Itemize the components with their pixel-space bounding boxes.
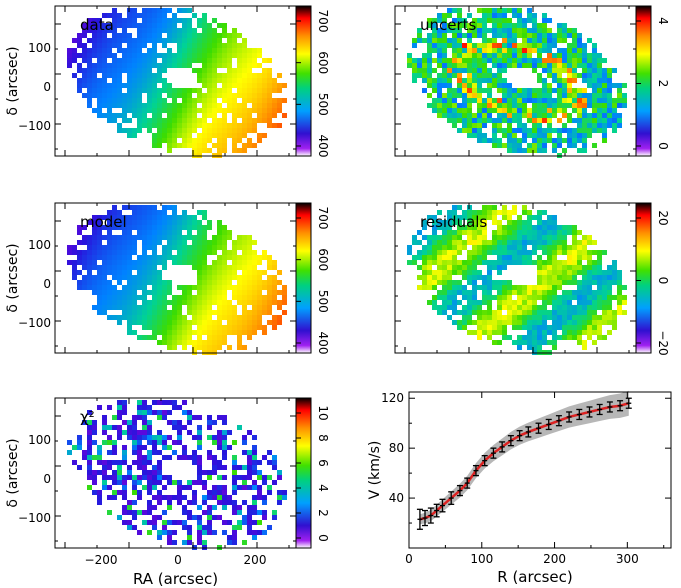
data-point <box>490 447 497 459</box>
chi2-cbar-tick: 2 <box>316 509 330 517</box>
chi2-cbar-tick: 0 <box>316 534 330 542</box>
data-point <box>427 507 434 524</box>
y-tick-label: 40 <box>389 491 404 505</box>
chi2-cbar-tick: 4 <box>316 484 330 492</box>
data-point <box>525 426 532 438</box>
model-cbar-tick: 600 <box>316 248 330 271</box>
data-point <box>545 418 552 431</box>
chi2-ytick: 0 <box>43 472 51 486</box>
data-point <box>535 422 542 434</box>
rotation-curve-chart: 0 100 200 300 40 80 120 R (arcsec) V (km/s) <box>367 390 672 586</box>
chi2-cbar-tick: 8 <box>316 434 330 442</box>
data-point <box>596 403 603 416</box>
data-ylabel: δ (arcsec) <box>5 46 21 115</box>
chi2-ytick: −100 <box>18 511 51 525</box>
data-point <box>456 484 463 497</box>
model-cbar-tick: 700 <box>316 207 330 230</box>
data-point <box>472 464 479 477</box>
data-point <box>555 415 562 427</box>
map-xlabel: RA (arcsec) <box>133 570 218 588</box>
data-point <box>499 441 506 453</box>
model-ylabel: δ (arcsec) <box>5 243 21 312</box>
data-label: data <box>80 16 114 34</box>
model-label: model <box>80 213 127 231</box>
panel-data: data 400 500 600 700 100 0 −100 δ (arcsec) <box>5 5 330 158</box>
data-point <box>439 498 446 513</box>
data-point <box>617 400 624 412</box>
data-ytick: −100 <box>18 119 51 133</box>
model-cbar-tick: 400 <box>316 332 330 355</box>
chi2-xtick: 200 <box>244 553 267 567</box>
data-colorbar <box>295 5 312 157</box>
data-point <box>464 477 471 489</box>
x-tick-label: 100 <box>470 552 493 566</box>
model-cbar-tick: 500 <box>316 290 330 313</box>
uncerts-ticks <box>395 6 636 156</box>
model-map <box>67 205 287 355</box>
data-point <box>576 408 583 421</box>
y-tick-label: 80 <box>389 441 404 455</box>
chi2-cbar-tick: 10 <box>316 405 330 420</box>
residuals-cbar-tick: 20 <box>656 210 670 225</box>
x-tick-label: 200 <box>543 552 566 566</box>
chi2-map <box>67 400 287 550</box>
model-ytick: 100 <box>28 238 51 252</box>
chi2-ylabel: δ (arcsec) <box>5 438 21 507</box>
data-point <box>566 411 573 423</box>
chi2-xtick: −200 <box>85 553 118 567</box>
uncerts-map <box>407 8 627 158</box>
uncerts-cbar-tick: 4 <box>656 17 670 25</box>
residuals-map <box>407 205 627 355</box>
uncertainty-band <box>419 390 629 525</box>
data-point <box>586 406 593 418</box>
x-tick-label: 0 <box>405 552 413 566</box>
uncerts-colorbar <box>635 5 652 157</box>
y-tick-label: 120 <box>381 391 404 405</box>
data-ytick: 0 <box>43 80 51 94</box>
data-ticks <box>55 6 296 156</box>
residuals-label: residuals <box>420 213 487 231</box>
model-colorbar <box>295 202 312 354</box>
chart-ylabel: V (km/s) <box>367 441 383 500</box>
uncerts-cbar-tick: 2 <box>656 80 670 88</box>
uncerts-label: uncerts <box>420 16 477 34</box>
data-point <box>416 508 423 530</box>
chart-xlabel: R (arcsec) <box>497 568 572 586</box>
data-point <box>625 397 632 409</box>
data-cbar-tick: 700 <box>316 10 330 33</box>
data-point <box>606 401 613 413</box>
chart-frame <box>408 391 672 549</box>
data-point <box>481 454 488 467</box>
data-point <box>507 435 514 447</box>
data-point <box>433 503 440 518</box>
uncerts-cbar-tick: 0 <box>656 142 670 150</box>
model-ytick: 0 <box>43 277 51 291</box>
data-cbar-tick: 400 <box>316 135 330 158</box>
data-point <box>448 491 455 505</box>
chi2-colorbar <box>295 397 312 549</box>
chi2-ytick: 100 <box>28 433 51 447</box>
data-cbar-tick: 500 <box>316 93 330 116</box>
residuals-colorbar <box>635 202 652 354</box>
data-cbar-tick: 600 <box>316 51 330 74</box>
data-point <box>516 430 523 442</box>
panel-uncerts: uncerts 0 2 4 <box>394 5 670 158</box>
chi2-cbar-tick: 6 <box>316 459 330 467</box>
data-ytick: 100 <box>28 41 51 55</box>
panel-residuals: residuals −20 0 20 <box>394 202 670 356</box>
x-tick-label: 300 <box>616 552 639 566</box>
chi2-label: χ² <box>80 408 95 426</box>
residuals-cbar-tick: 0 <box>656 277 670 285</box>
data-map <box>67 8 287 158</box>
data-point <box>422 509 429 527</box>
residuals-cbar-tick: −20 <box>656 330 670 355</box>
panel-model: model 400 500 600 700 100 0 −100 δ (arcsec) <box>5 202 330 355</box>
model-ytick: −100 <box>18 316 51 330</box>
chi2-xtick: 0 <box>174 553 182 567</box>
panel-chi2: χ² 0 2 4 6 8 10 100 0 −100 δ (arcsec) −200 0 200 RA (a… <box>5 397 330 588</box>
model-ticks <box>55 203 296 353</box>
